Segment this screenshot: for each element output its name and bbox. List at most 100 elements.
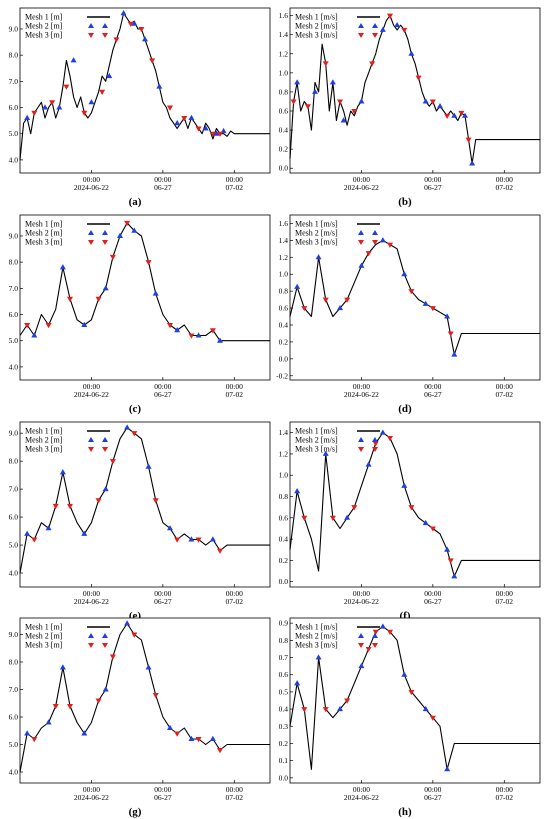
marker-mesh-2 <box>401 482 408 488</box>
legend-label: Mesh 1 [m] <box>25 623 63 632</box>
legend-marker-mesh-2 <box>88 633 94 638</box>
y-tick-label: 5.0 <box>9 740 19 749</box>
marker-mesh-2 <box>294 680 301 686</box>
marker-mesh-3 <box>351 109 358 115</box>
marker-mesh-3 <box>131 632 138 638</box>
y-tick-label: 0.5 <box>279 687 289 696</box>
marker-mesh-2 <box>312 88 318 94</box>
marker-mesh-3 <box>372 441 379 447</box>
x-tick-sublabel: 07-02 <box>226 597 244 606</box>
marker-mesh-3 <box>31 537 38 543</box>
marker-mesh-3 <box>127 21 134 27</box>
marker-mesh-2 <box>24 730 31 736</box>
marker-mesh-3 <box>369 61 376 67</box>
marker-mesh-3 <box>387 242 393 248</box>
x-tick-label: 00:00 <box>424 589 441 598</box>
marker-mesh-2 <box>462 112 468 118</box>
x-tick-sublabel: 06-27 <box>154 597 172 606</box>
y-tick-label: 0.6 <box>279 107 289 116</box>
marker-mesh-3 <box>290 99 297 105</box>
marker-mesh-3 <box>429 99 436 105</box>
marker-mesh-2 <box>451 573 458 579</box>
marker-mesh-2 <box>358 662 365 669</box>
panel-caption: (g) <box>129 806 142 818</box>
series-line-mesh-1 <box>289 432 540 577</box>
x-tick-label: 00:00 <box>226 589 243 598</box>
marker-mesh-2 <box>451 112 458 118</box>
marker-mesh-2 <box>70 57 77 63</box>
y-tick-label: 6.0 <box>9 103 19 112</box>
marker-mesh-2 <box>444 313 451 319</box>
chart-panel-c: 4.05.06.07.08.09.000:002024-06-2200:0006… <box>9 214 271 415</box>
marker-mesh-3 <box>145 260 152 266</box>
marker-mesh-2 <box>124 424 131 430</box>
marker-mesh-2 <box>59 264 66 270</box>
marker-mesh-2 <box>315 254 322 260</box>
plot-frame <box>19 421 271 588</box>
legend-label: Mesh 3 [m] <box>25 445 63 454</box>
marker-mesh-2 <box>294 283 301 289</box>
marker-mesh-2 <box>379 26 386 32</box>
y-tick-label: 8.0 <box>9 457 19 466</box>
y-tick-label: 9.0 <box>9 429 19 438</box>
x-tick-sublabel: 07-02 <box>496 793 514 802</box>
x-tick-sublabel: 07-02 <box>226 183 244 192</box>
y-tick-label: 0.4 <box>279 535 289 544</box>
panel-caption: (d) <box>398 403 412 415</box>
marker-mesh-2 <box>131 227 138 233</box>
y-tick-label: 0.1 <box>279 756 289 765</box>
y-tick-label: 4.0 <box>9 768 19 777</box>
marker-mesh-3 <box>304 104 311 110</box>
marker-mesh-3 <box>344 297 351 303</box>
marker-mesh-2 <box>195 332 202 338</box>
panel-caption: (a) <box>129 196 142 208</box>
marker-mesh-2 <box>422 300 429 306</box>
x-tick-label: 00:00 <box>83 785 100 794</box>
y-tick-label: 4.0 <box>9 155 19 164</box>
marker-mesh-3 <box>152 498 159 504</box>
marker-mesh-2 <box>315 654 322 660</box>
x-tick-label: 00:00 <box>353 382 370 391</box>
y-tick-label: 1.0 <box>279 270 289 279</box>
marker-mesh-3 <box>322 707 329 713</box>
marker-mesh-3 <box>337 99 343 105</box>
marker-mesh-2 <box>394 21 401 28</box>
x-tick-label: 00:00 <box>226 785 243 794</box>
legend-marker-mesh-3 <box>88 240 94 245</box>
legend-label: Mesh 2 [m/s] <box>295 22 338 31</box>
y-tick-label: 8.0 <box>9 658 19 667</box>
x-tick-label: 00:00 <box>226 175 243 184</box>
x-tick-label: 00:00 <box>353 175 370 184</box>
y-tick-label: 9.0 <box>9 231 19 240</box>
marker-mesh-2 <box>59 664 66 670</box>
y-tick-label: 0.0 <box>279 354 289 363</box>
y-tick-label: 0.4 <box>279 705 289 714</box>
marker-mesh-2 <box>422 519 429 526</box>
marker-mesh-2 <box>188 735 195 741</box>
panel-caption: (h) <box>398 806 412 818</box>
marker-mesh-2 <box>451 351 458 357</box>
series-line-mesh-1 <box>289 626 540 770</box>
marker-mesh-2 <box>81 730 88 736</box>
chart-panel-f: 0.00.20.40.60.81.01.21.400:002024-06-220… <box>279 421 541 622</box>
x-tick-sublabel: 06-27 <box>424 390 442 399</box>
marker-mesh-3 <box>322 61 329 67</box>
y-tick-label: 0.4 <box>279 321 289 330</box>
marker-mesh-3 <box>387 435 393 442</box>
chart-panel-e: 4.05.06.07.08.09.000:002024-06-2200:0006… <box>9 421 271 622</box>
marker-mesh-3 <box>387 13 393 19</box>
legend-label: Mesh 1 [m] <box>25 13 63 22</box>
panel-caption: (f) <box>400 610 411 622</box>
y-tick-label: 0.4 <box>279 126 289 135</box>
marker-mesh-3 <box>67 704 73 710</box>
marker-mesh-3 <box>408 289 415 295</box>
marker-mesh-2 <box>174 327 181 333</box>
x-tick-label: 00:00 <box>83 175 100 184</box>
panel-caption: (c) <box>129 403 142 415</box>
plot-frame <box>19 617 271 784</box>
legend-marker-mesh-3 <box>102 643 108 648</box>
marker-mesh-3 <box>217 748 223 754</box>
y-tick-label: 9.0 <box>9 630 19 639</box>
y-tick-label: 0.3 <box>279 722 289 731</box>
